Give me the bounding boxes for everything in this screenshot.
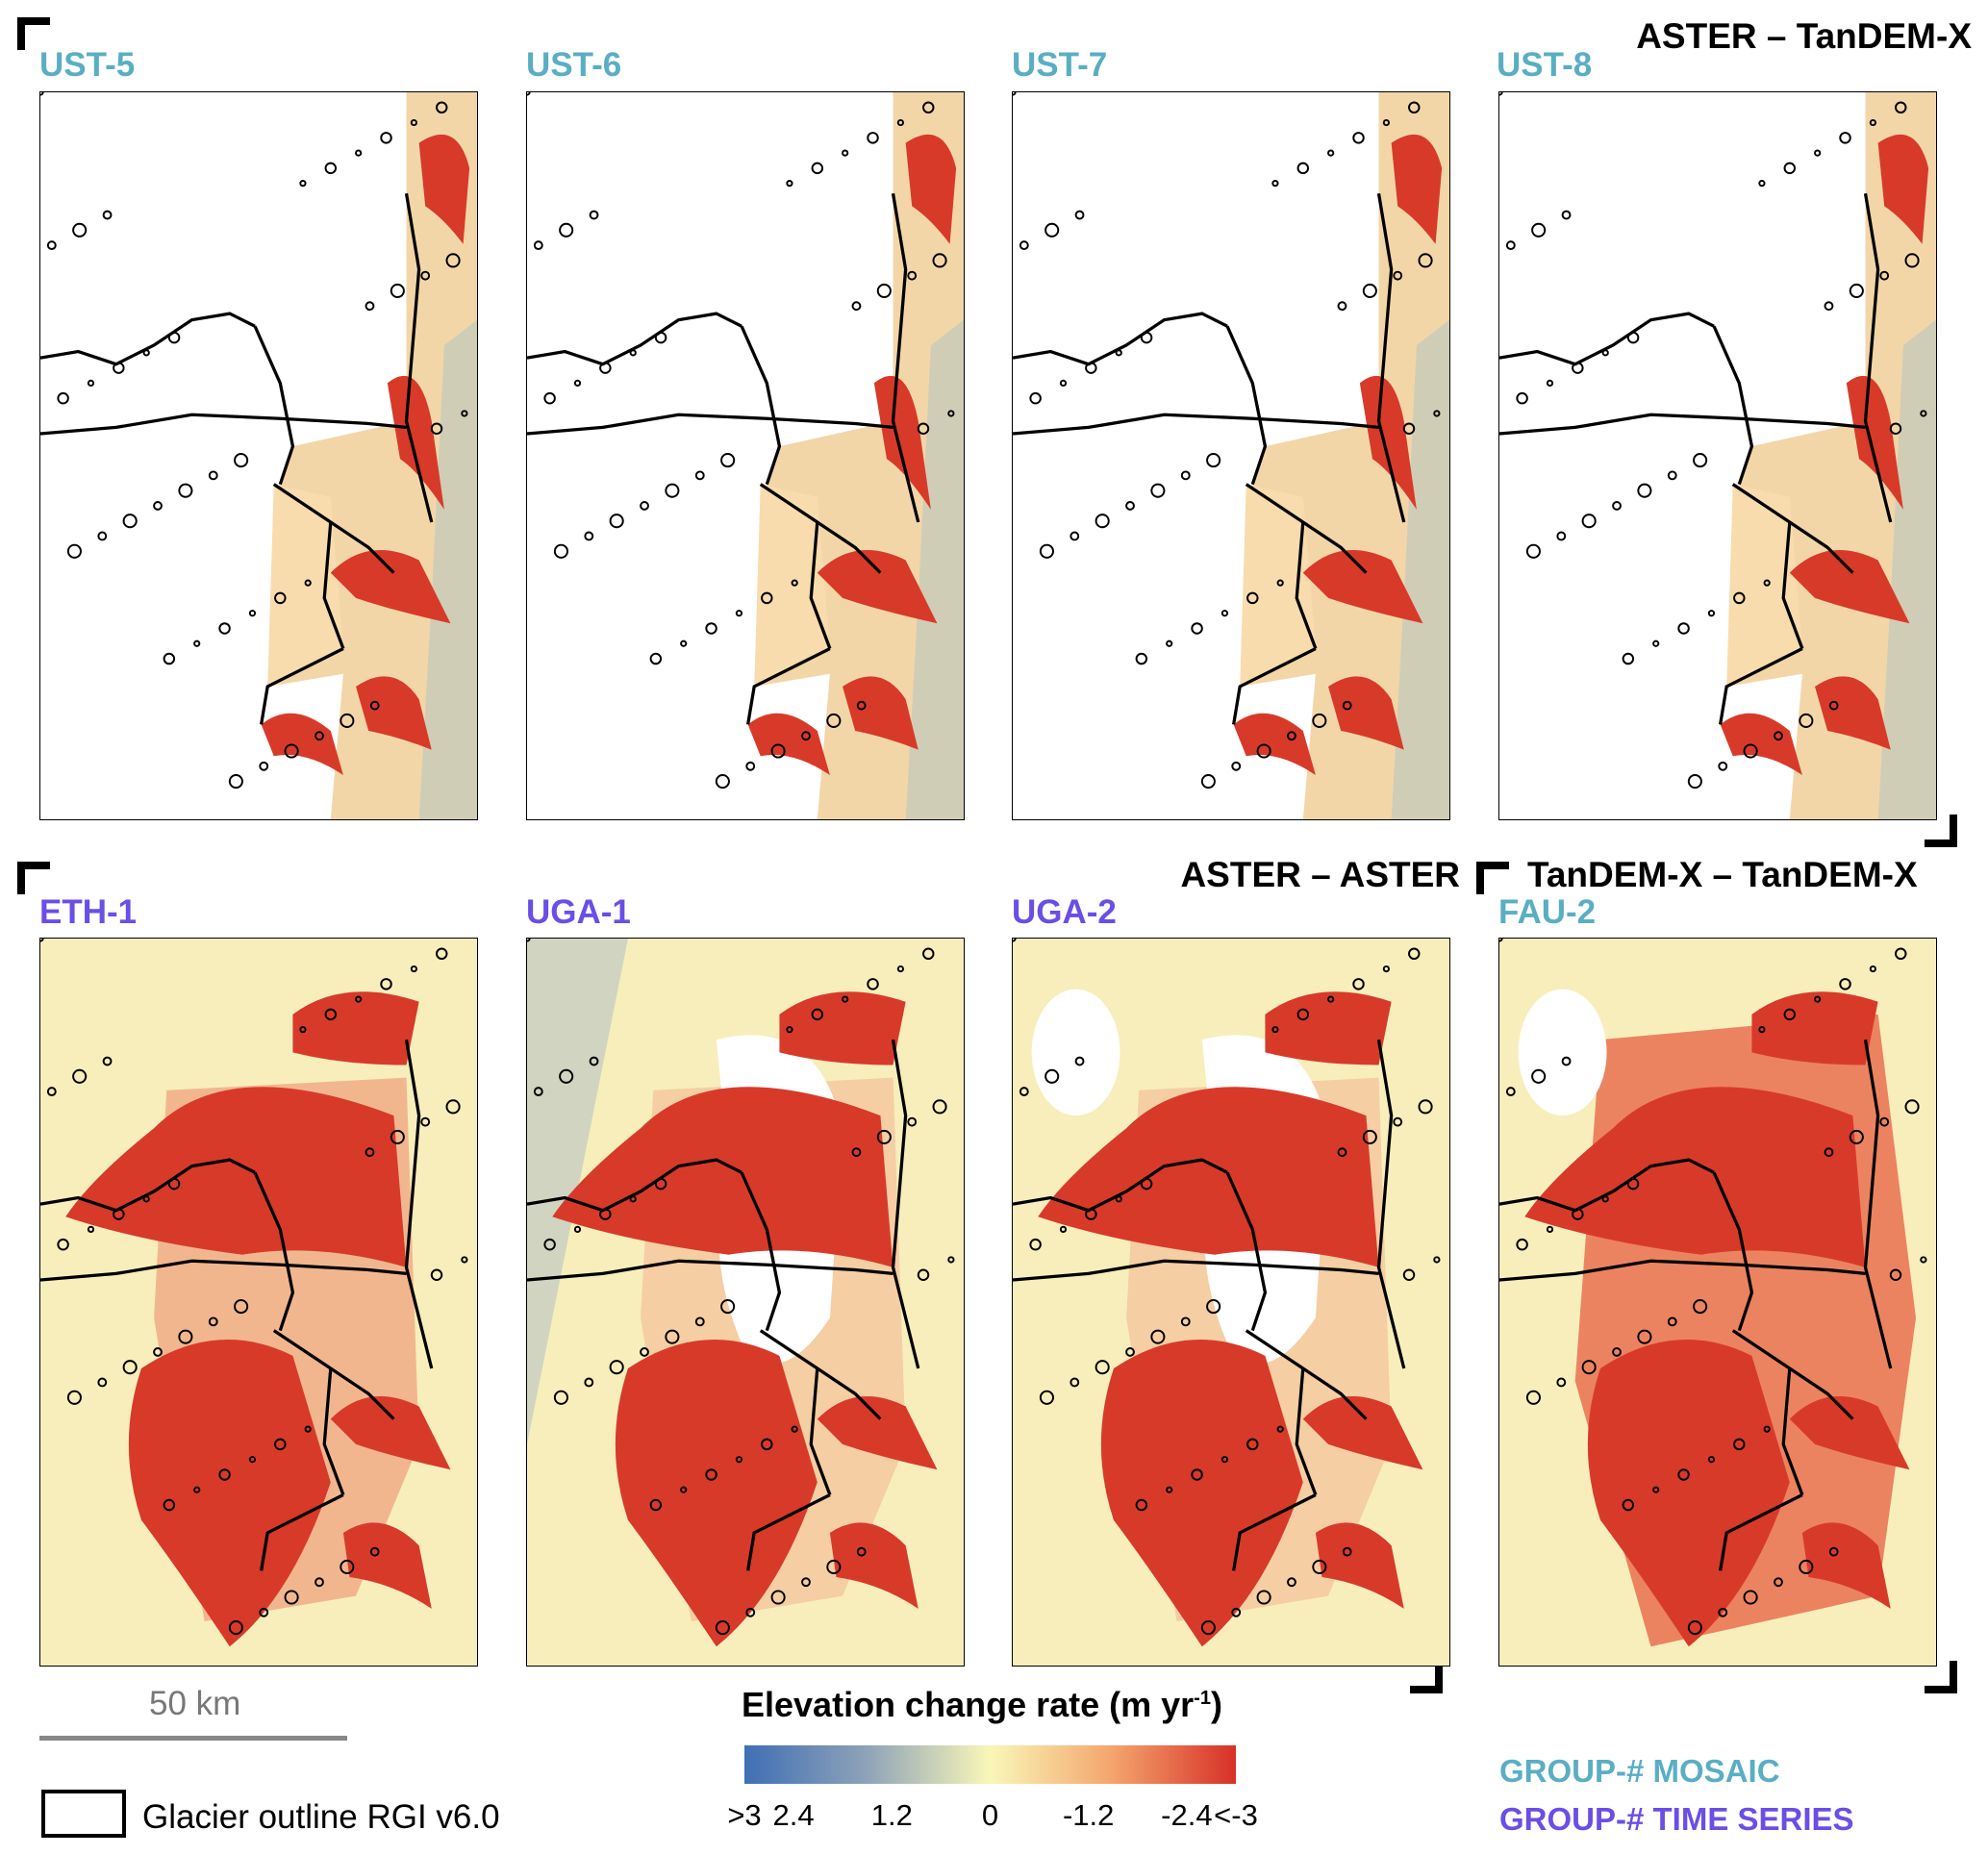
map-panel-ust-7 — [1012, 91, 1450, 820]
panel-label: ETH-1 — [39, 893, 138, 931]
colorbar-tick-label: -2.4 — [1161, 1798, 1213, 1832]
corner-bracket — [17, 862, 50, 894]
panel-label: UGA-2 — [1012, 893, 1117, 931]
panel-label: UST-6 — [526, 46, 622, 84]
map-panel-uga-2 — [1012, 938, 1450, 1667]
panel-label: UST-8 — [1497, 46, 1593, 84]
map-image — [40, 939, 477, 1666]
map-panel-ust-6 — [526, 91, 965, 820]
colorbar-tick-label: 0 — [981, 1798, 999, 1832]
legend-mosaic: GROUP-# MOSAIC — [1499, 1753, 1780, 1789]
panel-label: UST-7 — [1012, 46, 1108, 84]
colorbar-tick-label: -1.2 — [1062, 1798, 1115, 1832]
colorbar-title-text: Elevation change rate (m yr — [742, 1685, 1195, 1724]
map-panel-ust-8 — [1498, 91, 1937, 820]
map-image — [1013, 939, 1449, 1666]
colorbar-tick-label: 2.4 — [772, 1798, 815, 1832]
map-panel-ust-5 — [39, 91, 478, 820]
map-image — [1499, 939, 1936, 1666]
corner-bracket — [1476, 862, 1509, 894]
colorbar — [744, 1745, 1236, 1784]
scale-bar — [39, 1736, 347, 1741]
colorbar-tick-label: 1.2 — [870, 1798, 913, 1832]
map-panel-uga-1 — [526, 938, 965, 1667]
panel-label: FAU-2 — [1498, 893, 1597, 931]
header-tandemx-tandemx: TanDEM-X – TanDEM-X — [1527, 855, 1918, 894]
header-aster-aster: ASTER – ASTER — [1180, 855, 1460, 894]
legend-time-series: GROUP-# TIME SERIES — [1499, 1801, 1854, 1837]
colorbar-tick-label: <-3 — [1214, 1798, 1258, 1832]
colorbar-title-end: ) — [1210, 1685, 1222, 1724]
colorbar-title-sup: -1 — [1194, 1688, 1211, 1709]
corner-bracket — [17, 17, 50, 50]
corner-bracket — [1925, 1661, 1957, 1693]
map-image — [40, 92, 477, 819]
colorbar-tick-label: >3 — [727, 1798, 762, 1832]
map-image — [527, 92, 964, 819]
panel-label: UGA-1 — [526, 893, 631, 931]
map-panel-eth-1 — [39, 938, 478, 1667]
scale-bar-label: 50 km — [149, 1685, 241, 1722]
map-image — [1013, 92, 1449, 819]
panel-label: UST-5 — [39, 46, 136, 84]
colorbar-ticks: >3 2.4 1.2 0 -1.2 -2.4 <-3 — [727, 1798, 1258, 1837]
map-image — [1499, 92, 1936, 819]
map-panel-fau-2 — [1498, 938, 1937, 1667]
map-image — [527, 939, 964, 1666]
glacier-outline-label: Glacier outline RGI v6.0 — [142, 1798, 500, 1836]
header-aster-tandemx: ASTER – TanDEM-X — [1636, 16, 1972, 56]
corner-bracket — [1925, 815, 1957, 847]
colorbar-title: Elevation change rate (m yr-1) — [742, 1685, 1222, 1725]
glacier-outline-swatch — [41, 1790, 126, 1838]
corner-bracket — [1410, 1661, 1443, 1693]
